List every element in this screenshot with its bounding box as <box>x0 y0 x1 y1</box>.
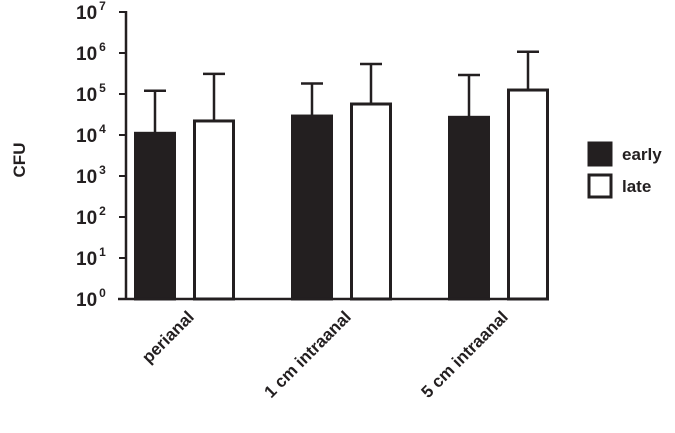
bar-late <box>350 102 392 301</box>
y-tick-label: 10 2 <box>76 204 106 229</box>
y-tick-label: 10 1 <box>76 245 106 270</box>
y-tick-label: 10 6 <box>76 40 106 65</box>
legend-swatch-early <box>587 141 613 167</box>
legend-label: early <box>622 145 662 164</box>
bar-early <box>448 115 490 301</box>
y-tick-label: 10 4 <box>76 122 106 147</box>
bar-late <box>193 119 235 301</box>
bar-late <box>507 88 549 301</box>
y-tick-label: 10 3 <box>76 163 106 188</box>
y-axis-label: CFU <box>10 143 29 178</box>
y-tick-label: 10 7 <box>76 0 106 24</box>
bar-early <box>291 114 333 301</box>
x-tick-label: perianal <box>138 307 198 367</box>
legend: early late <box>587 141 662 199</box>
bar-early <box>134 131 176 301</box>
x-tick-label: 1 cm intraanal <box>261 307 355 401</box>
y-tick-label: 10 0 <box>76 286 106 311</box>
legend-label: late <box>622 177 651 196</box>
y-tick-label: 10 5 <box>76 81 106 106</box>
legend-swatch-late <box>587 173 613 199</box>
x-tick-label: 5 cm intraanal <box>418 307 512 401</box>
